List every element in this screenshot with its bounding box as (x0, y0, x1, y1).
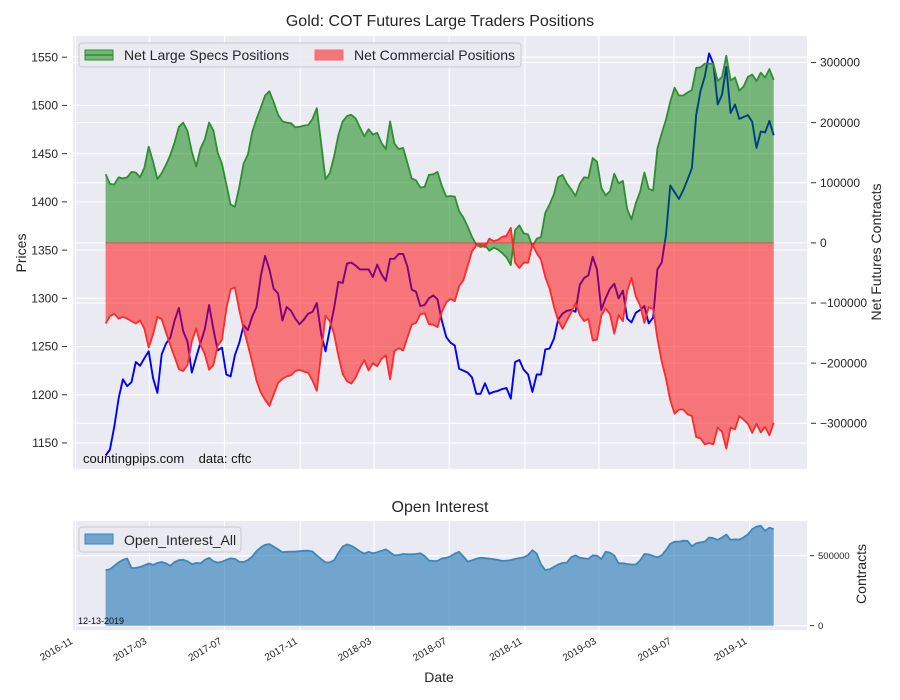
positions-panel: 1150 1200 1250 1300 1350 1400 1450 1500 1550 −300… (31, 36, 867, 469)
positions-series (104, 52, 775, 457)
contracts-axis-label: Contracts (853, 544, 869, 604)
legend-frame (78, 42, 522, 68)
positions-axis-ticks: 1150 1200 1250 1300 1350 1400 1450 1500 1550 −300… (31, 50, 867, 450)
x-tick-label: 2019-03 (561, 636, 599, 664)
y-tick-label-right: −300000 (820, 416, 867, 430)
y-tick-label-left: 1150 (32, 436, 58, 450)
x-tick-label: 2018-07 (411, 636, 449, 664)
legend-patch-red (314, 49, 344, 61)
legend-patch-blue (84, 533, 114, 545)
series-area-net-large-specs-positions (105, 55, 774, 266)
series-line-net-large-specs-positions (104, 54, 775, 266)
series-line-open-interest-all (105, 524, 774, 572)
y-tick-label-right: 200000 (820, 116, 860, 130)
x-tick-label: 2017-11 (263, 636, 300, 664)
right-y-axis-label: Net Futures Contracts (868, 184, 884, 321)
y-tick-label-left: 1400 (31, 195, 58, 209)
y-tick-label-right: −200000 (820, 356, 867, 370)
report-date-annotation: 12-13-2019 (78, 616, 124, 626)
legend-label: Open_Interest_All (124, 532, 236, 548)
legend-item-net-large-specs: Net Large Specs Positions (84, 47, 289, 63)
y-tick-label-right: 300000 (820, 56, 860, 70)
x-axis-label: Date (424, 669, 454, 685)
positions-legend: Net Large Specs Positions Net Commercial… (78, 42, 522, 68)
series-area-net-commercial-positions (105, 227, 774, 449)
y-tick-label-right: 500000 (818, 551, 850, 562)
left-y-axis-label: Prices (13, 234, 29, 273)
y-tick-label-right: 0 (818, 621, 823, 632)
y-tick-label-left: 1500 (31, 99, 58, 113)
y-tick-label-left: 1450 (31, 147, 58, 161)
series-area-open-interest-all (105, 525, 774, 626)
y-tick-label-left: 1250 (31, 340, 58, 354)
y-tick-label-right: 100000 (820, 176, 860, 190)
legend-item-net-commercial: Net Commercial Positions (314, 47, 515, 63)
legend-frame (78, 526, 242, 553)
legend-label: Net Commercial Positions (354, 47, 515, 63)
y-tick-label-left: 1350 (31, 243, 58, 257)
y-tick-label-left: 1300 (31, 292, 58, 306)
open-interest-title: Open Interest (392, 499, 490, 516)
y-tick-label-right: −100000 (820, 296, 867, 310)
source-annotation: countingpips.com data: cftc (83, 451, 252, 466)
x-tick-label: 2019-07 (636, 636, 674, 664)
y-tick-label-left: 1550 (31, 50, 58, 64)
x-tick-label: 2019-11 (713, 636, 750, 664)
positions-chart-title: Gold: COT Futures Large Traders Position… (286, 13, 594, 30)
x-tick-label: 2017-03 (112, 636, 150, 664)
y-tick-label-right: 0 (820, 236, 827, 250)
open-interest-legend: Open_Interest_All (78, 526, 242, 553)
x-tick-label: 2018-03 (336, 636, 374, 664)
y-tick-label-left: 1200 (31, 388, 58, 402)
legend-label: Net Large Specs Positions (124, 47, 289, 63)
x-tick-label: 2018-11 (488, 636, 525, 664)
open-interest-series (105, 524, 774, 626)
x-tick-label: 2017-07 (187, 636, 225, 664)
series-line-net-commercial-positions (104, 226, 775, 450)
x-tick-label: 2016-11 (38, 636, 75, 664)
